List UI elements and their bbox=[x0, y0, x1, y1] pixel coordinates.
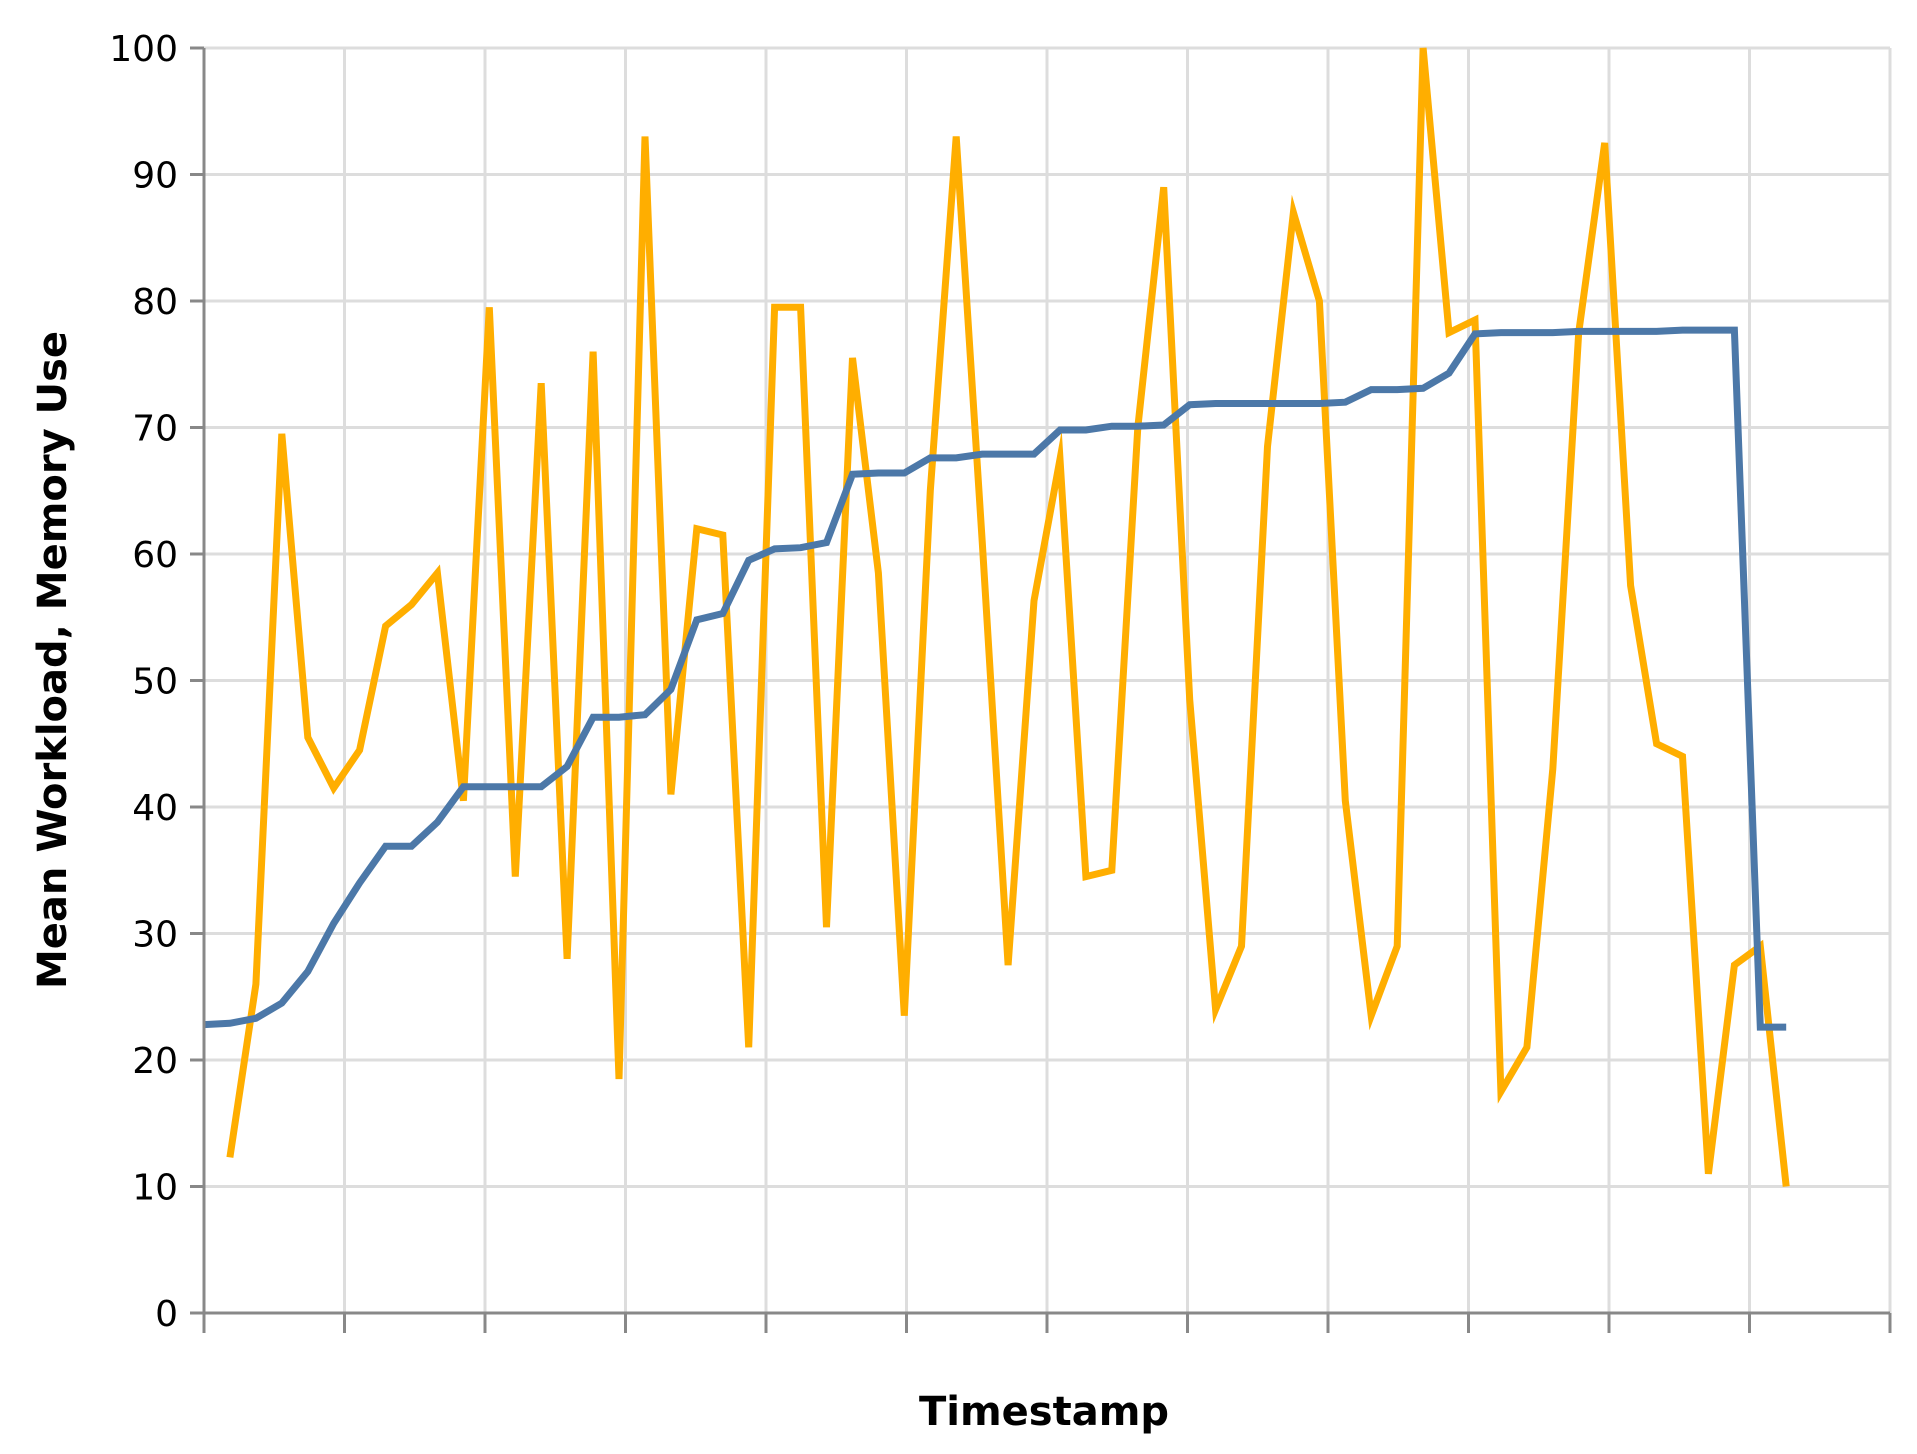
tick-labels: 0 10 20 30 40 50 60 70 80 90 100 bbox=[109, 29, 178, 1335]
axes bbox=[190, 46, 1892, 1333]
y-tick-label: 90 bbox=[132, 156, 178, 197]
y-axis-title: Mean Workload, Memory Use bbox=[30, 331, 76, 989]
y-tick-label: 0 bbox=[155, 1294, 178, 1335]
y-tick-label: 40 bbox=[132, 788, 178, 829]
series-line-2 bbox=[203, 326, 1787, 1031]
y-tick-label: 80 bbox=[132, 282, 178, 323]
y-tick-label: 60 bbox=[132, 535, 178, 576]
y-tick-label: 30 bbox=[132, 915, 178, 956]
series-layer bbox=[203, 47, 1790, 1187]
y-tick-label: 100 bbox=[109, 29, 178, 70]
grid bbox=[202, 46, 1892, 1315]
y-tick-label: 70 bbox=[132, 409, 178, 450]
y-tick-label: 20 bbox=[132, 1041, 178, 1082]
y-tick-label: 50 bbox=[132, 662, 178, 703]
y-tick-label: 10 bbox=[132, 1168, 178, 1209]
x-axis-title: Timestamp bbox=[919, 1389, 1169, 1435]
series-line-1 bbox=[226, 47, 1790, 1187]
